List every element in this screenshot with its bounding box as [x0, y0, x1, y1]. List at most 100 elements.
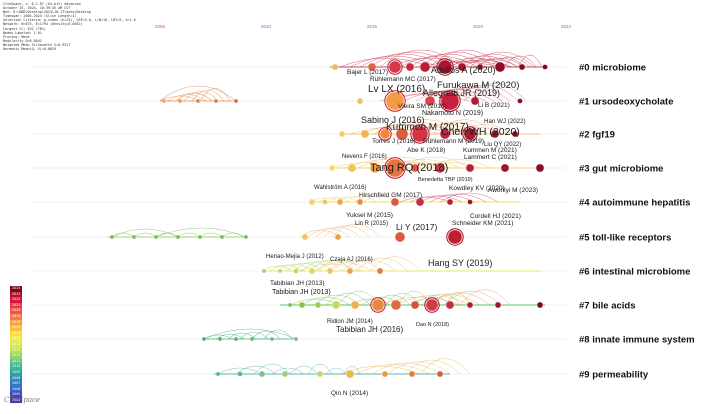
cluster-label[interactable]: #5 toll-like receptors — [579, 233, 671, 244]
reference-node[interactable] — [346, 267, 354, 275]
reference-node[interactable] — [470, 96, 480, 106]
cluster-label[interactable]: #6 intestinal microbiome — [579, 267, 690, 278]
reference-node[interactable] — [281, 370, 289, 378]
reference-node[interactable] — [331, 300, 341, 310]
reference-node[interactable] — [161, 98, 167, 104]
reference-node[interactable] — [490, 129, 500, 139]
reference-node[interactable] — [314, 301, 322, 309]
reference-node[interactable] — [535, 163, 545, 173]
cluster-label[interactable]: #3 gut microbiome — [579, 164, 663, 175]
reference-node[interactable] — [465, 163, 475, 173]
reference-node[interactable] — [411, 125, 429, 143]
reference-node[interactable] — [177, 98, 183, 104]
reference-node[interactable] — [440, 91, 460, 111]
reference-node[interactable] — [338, 130, 346, 138]
cluster-label[interactable]: #1 ursodeoxycholate — [579, 97, 674, 108]
reference-node[interactable] — [425, 298, 439, 312]
reference-node[interactable] — [436, 370, 444, 378]
reference-node[interactable] — [536, 301, 544, 309]
reference-node[interactable] — [301, 233, 309, 241]
cluster-label[interactable]: #2 fgf19 — [579, 130, 615, 141]
cluster-label[interactable]: #9 permeability — [579, 370, 649, 381]
reference-node[interactable] — [388, 60, 402, 74]
reference-node[interactable] — [217, 336, 223, 342]
reference-node[interactable] — [446, 198, 454, 206]
reference-node[interactable] — [356, 97, 364, 105]
reference-node[interactable] — [109, 234, 115, 240]
reference-node[interactable] — [367, 62, 377, 72]
reference-node[interactable] — [405, 62, 415, 72]
reference-node[interactable] — [369, 162, 381, 174]
reference-node[interactable] — [376, 267, 384, 275]
reference-node[interactable] — [308, 267, 316, 275]
reference-node[interactable] — [379, 128, 391, 140]
reference-node[interactable] — [447, 229, 463, 245]
cluster-label[interactable]: #7 bile acids — [579, 301, 636, 312]
reference-node[interactable] — [153, 234, 159, 240]
reference-node[interactable] — [175, 234, 181, 240]
reference-node[interactable] — [334, 233, 342, 241]
reference-node[interactable] — [419, 61, 431, 73]
reference-node[interactable] — [434, 162, 446, 174]
reference-node[interactable] — [381, 370, 389, 378]
reference-node[interactable] — [237, 371, 243, 377]
reference-node[interactable] — [345, 369, 355, 379]
reference-node[interactable] — [542, 64, 548, 70]
reference-node[interactable] — [360, 129, 370, 139]
reference-node[interactable] — [466, 301, 474, 309]
reference-node[interactable] — [258, 370, 266, 378]
reference-node[interactable] — [463, 127, 477, 141]
reference-node[interactable] — [233, 98, 239, 104]
reference-node[interactable] — [445, 300, 455, 310]
cluster-label[interactable]: #4 autoimmune hepatitis — [579, 198, 690, 209]
reference-node[interactable] — [293, 336, 299, 342]
reference-node[interactable] — [331, 63, 339, 71]
reference-node[interactable] — [328, 164, 336, 172]
reference-node[interactable] — [494, 301, 502, 309]
reference-node[interactable] — [395, 127, 409, 141]
reference-node[interactable] — [195, 98, 201, 104]
reference-node[interactable] — [390, 299, 402, 311]
reference-node[interactable] — [219, 234, 225, 240]
reference-node[interactable] — [494, 61, 506, 73]
reference-node[interactable] — [424, 95, 436, 107]
reference-node[interactable] — [356, 198, 364, 206]
reference-node[interactable] — [410, 300, 420, 310]
reference-node[interactable] — [439, 128, 451, 140]
reference-node[interactable] — [316, 370, 324, 378]
reference-node[interactable] — [518, 63, 526, 71]
reference-node[interactable] — [233, 336, 239, 342]
reference-node[interactable] — [457, 62, 467, 72]
reference-node[interactable] — [415, 197, 425, 207]
reference-node[interactable] — [385, 158, 405, 178]
reference-node[interactable] — [390, 197, 400, 207]
reference-node[interactable] — [243, 234, 249, 240]
reference-node[interactable] — [131, 234, 137, 240]
reference-node[interactable] — [394, 231, 406, 243]
reference-node[interactable] — [371, 298, 385, 312]
reference-node[interactable] — [249, 336, 255, 342]
reference-node[interactable] — [517, 98, 523, 104]
reference-node[interactable] — [326, 267, 334, 275]
reference-node[interactable] — [467, 199, 473, 205]
reference-node[interactable] — [511, 130, 519, 138]
reference-node[interactable] — [308, 198, 316, 206]
reference-node[interactable] — [197, 234, 203, 240]
reference-node[interactable] — [277, 268, 283, 274]
reference-node[interactable] — [385, 91, 405, 111]
reference-node[interactable] — [336, 198, 344, 206]
reference-node[interactable] — [213, 98, 219, 104]
reference-node[interactable] — [215, 371, 221, 377]
reference-node[interactable] — [269, 336, 275, 342]
reference-node[interactable] — [437, 59, 453, 75]
reference-node[interactable] — [410, 163, 420, 173]
reference-node[interactable] — [298, 301, 306, 309]
reference-node[interactable] — [476, 63, 484, 71]
cluster-label[interactable]: #8 innate immune system — [579, 335, 695, 346]
reference-node[interactable] — [293, 268, 299, 274]
reference-node[interactable] — [287, 302, 293, 308]
cluster-label[interactable]: #0 microbiome — [579, 63, 646, 74]
reference-node[interactable] — [500, 163, 510, 173]
reference-node[interactable] — [261, 268, 267, 274]
reference-node[interactable] — [347, 163, 357, 173]
